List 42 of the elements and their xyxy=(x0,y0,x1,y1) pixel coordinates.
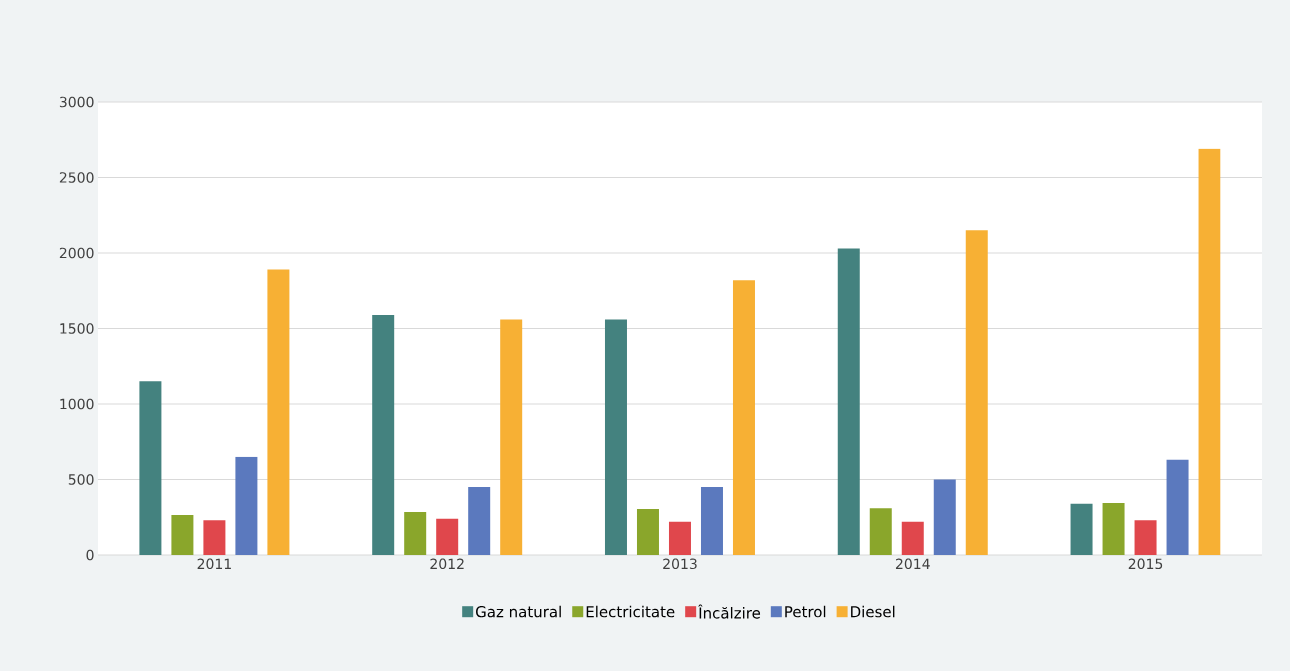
bar xyxy=(1166,459,1189,555)
bar xyxy=(1102,502,1125,555)
bar xyxy=(668,521,691,555)
y-tick-label: 1000 xyxy=(60,398,94,410)
y-tick-label: 500 xyxy=(68,474,94,485)
legend-label: Gaz natural xyxy=(476,605,561,618)
bar xyxy=(436,518,459,555)
bar xyxy=(901,521,924,555)
bar xyxy=(171,514,194,555)
legend-label: Petrol xyxy=(785,605,826,618)
bar xyxy=(235,456,258,555)
bar xyxy=(1198,148,1221,555)
bar xyxy=(732,280,755,555)
legend-label: Încălzire xyxy=(698,604,761,619)
legend-label: Electricitate xyxy=(586,605,675,618)
bar xyxy=(372,314,395,555)
bar xyxy=(1070,503,1093,555)
y-tick-label: 1500 xyxy=(60,323,94,334)
bar xyxy=(933,479,956,555)
legend-label: Diesel xyxy=(851,605,895,618)
bar xyxy=(869,508,892,555)
bar xyxy=(837,248,860,555)
x-tick-label: 2012 xyxy=(430,558,464,570)
y-tick-label: 3000 xyxy=(59,96,94,108)
bar xyxy=(700,487,723,555)
bar xyxy=(604,319,627,555)
bar xyxy=(203,520,226,555)
y-tick-label: 2000 xyxy=(59,247,94,259)
x-tick-label: 2011 xyxy=(197,558,231,570)
x-tick-label: 2015 xyxy=(1128,558,1163,570)
x-tick-label: 2014 xyxy=(895,558,930,570)
bar xyxy=(1134,520,1157,555)
bar xyxy=(139,381,162,555)
x-tick-label: 2013 xyxy=(663,558,697,570)
bar xyxy=(500,319,523,555)
y-tick-label: 0 xyxy=(86,549,94,561)
bar xyxy=(636,508,659,555)
bar xyxy=(404,511,427,555)
y-tick-label: 2500 xyxy=(59,172,94,183)
bar xyxy=(267,269,290,555)
bar xyxy=(965,230,988,555)
bar xyxy=(468,487,491,555)
